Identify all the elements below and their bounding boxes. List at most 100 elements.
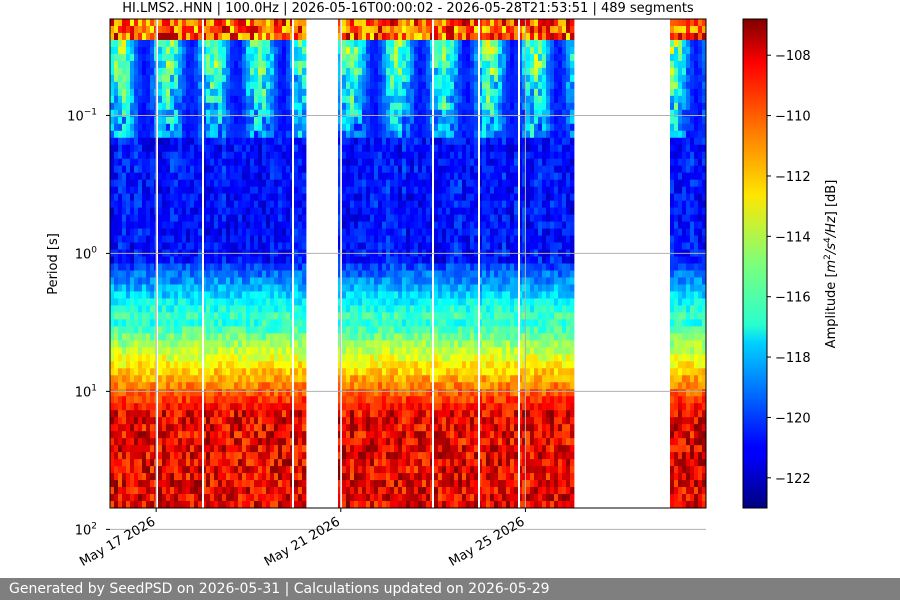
- heatmap-column: [478, 19, 483, 508]
- colorbar-tick-label: −110: [775, 110, 811, 125]
- heatmap-column: [302, 19, 307, 508]
- heatmap-column: [222, 19, 227, 508]
- heatmap-column: [202, 19, 207, 508]
- heatmap-column: [114, 19, 119, 508]
- heatmap-column: [122, 19, 127, 508]
- colorbar-tick-label: −108: [775, 49, 811, 64]
- heatmap-column: [126, 19, 131, 508]
- footer-bar: Generated by SeedPSD on 2026-05-31 | Cal…: [0, 578, 900, 600]
- heatmap-column: [174, 19, 179, 508]
- heatmap-column: [406, 19, 411, 508]
- heatmap-column: [170, 19, 175, 508]
- heatmap-column: [134, 19, 139, 508]
- heatmap-column: [142, 19, 147, 508]
- heatmap-column: [694, 19, 699, 508]
- y-tick-label: 100: [75, 245, 98, 262]
- heatmap-column: [110, 19, 115, 508]
- heatmap-column: [466, 19, 471, 508]
- heatmap-column: [442, 19, 447, 508]
- segment-gap-line: [292, 19, 294, 508]
- heatmap-column: [482, 19, 487, 508]
- heatmap-column: [446, 19, 451, 508]
- heatmap-column: [402, 19, 407, 508]
- heatmap-column: [670, 19, 675, 508]
- heatmap-column: [422, 19, 427, 508]
- segment-gap-line: [518, 19, 520, 508]
- heatmap-column: [210, 19, 215, 508]
- heatmap-column: [558, 19, 563, 508]
- heatmap-column: [546, 19, 551, 508]
- heatmap-column: [226, 19, 231, 508]
- heatmap-column: [386, 19, 391, 508]
- heatmap-column: [354, 19, 359, 508]
- heatmap-column: [190, 19, 195, 508]
- heatmap-column: [206, 19, 211, 508]
- spectrogram-heatmap: [110, 19, 706, 508]
- heatmap-column: [462, 19, 467, 508]
- colorbar: [742, 18, 768, 509]
- heatmap-column: [246, 19, 251, 508]
- heatmap-column: [198, 19, 203, 508]
- heatmap-column: [230, 19, 235, 508]
- heatmap-column: [158, 19, 163, 508]
- heatmap-column: [522, 19, 527, 508]
- heatmap-column: [390, 19, 395, 508]
- y-axis: 10−1 100 101 102: [67, 107, 110, 538]
- colorbar-label: Amplitude [m2/s4/Hz] [dB]: [823, 180, 839, 349]
- heatmap-column: [550, 19, 555, 508]
- heatmap-column: [342, 19, 347, 508]
- segment-gap-line: [318, 19, 320, 508]
- segment-gap-line: [156, 19, 158, 508]
- heatmap-column: [282, 19, 287, 508]
- heatmap-column: [298, 19, 303, 508]
- heatmap-column: [166, 19, 171, 508]
- heatmap-column: [542, 19, 547, 508]
- heatmap-column: [562, 19, 567, 508]
- heatmap-column: [374, 19, 379, 508]
- heatmap-column: [266, 19, 271, 508]
- heatmap-column: [570, 19, 575, 508]
- heatmap-column: [538, 19, 543, 508]
- heatmap-column: [350, 19, 355, 508]
- heatmap-column: [702, 19, 706, 508]
- heatmap-column: [250, 19, 255, 508]
- heatmap-column: [138, 19, 143, 508]
- plot-frame: [109, 18, 707, 509]
- heatmap-column: [234, 19, 239, 508]
- y-axis-label: Period [s]: [46, 233, 61, 295]
- heatmap-column: [254, 19, 259, 508]
- heatmap-column: [218, 19, 223, 508]
- heatmap-column: [418, 19, 423, 508]
- heatmap-column: [274, 19, 279, 508]
- segment-gap-line: [432, 19, 434, 508]
- heatmap-column: [150, 19, 155, 508]
- heatmap-column: [434, 19, 439, 508]
- colorbar-tick-label: −114: [775, 230, 811, 245]
- segment-gap-line: [478, 19, 480, 508]
- heatmap-column: [414, 19, 419, 508]
- colorbar-tick-label: −116: [775, 291, 811, 306]
- heatmap-column: [510, 19, 515, 508]
- heatmap-column: [490, 19, 495, 508]
- segment-gap-line: [202, 19, 204, 508]
- heatmap-column: [698, 19, 703, 508]
- heatmap-column: [398, 19, 403, 508]
- heatmap-column: [534, 19, 539, 508]
- heatmap-column: [130, 19, 135, 508]
- heatmap-column: [214, 19, 219, 508]
- heatmap-column: [526, 19, 531, 508]
- y-tick-label: 102: [75, 521, 97, 538]
- heatmap-column: [118, 19, 123, 508]
- heatmap-column: [162, 19, 167, 508]
- heatmap-column: [194, 19, 199, 508]
- heatmap-column: [450, 19, 455, 508]
- heatmap-column: [554, 19, 559, 508]
- heatmap-column: [362, 19, 367, 508]
- heatmap-column: [378, 19, 383, 508]
- colorbar-axis: −108 −110 −112 −114 −116 −118 −120 −122: [767, 49, 811, 487]
- heatmap-column: [258, 19, 263, 508]
- y-tick-label: 101: [75, 383, 97, 400]
- heatmap-column: [242, 19, 247, 508]
- heatmap-column: [366, 19, 371, 508]
- colorbar-tick-label: −118: [775, 351, 811, 366]
